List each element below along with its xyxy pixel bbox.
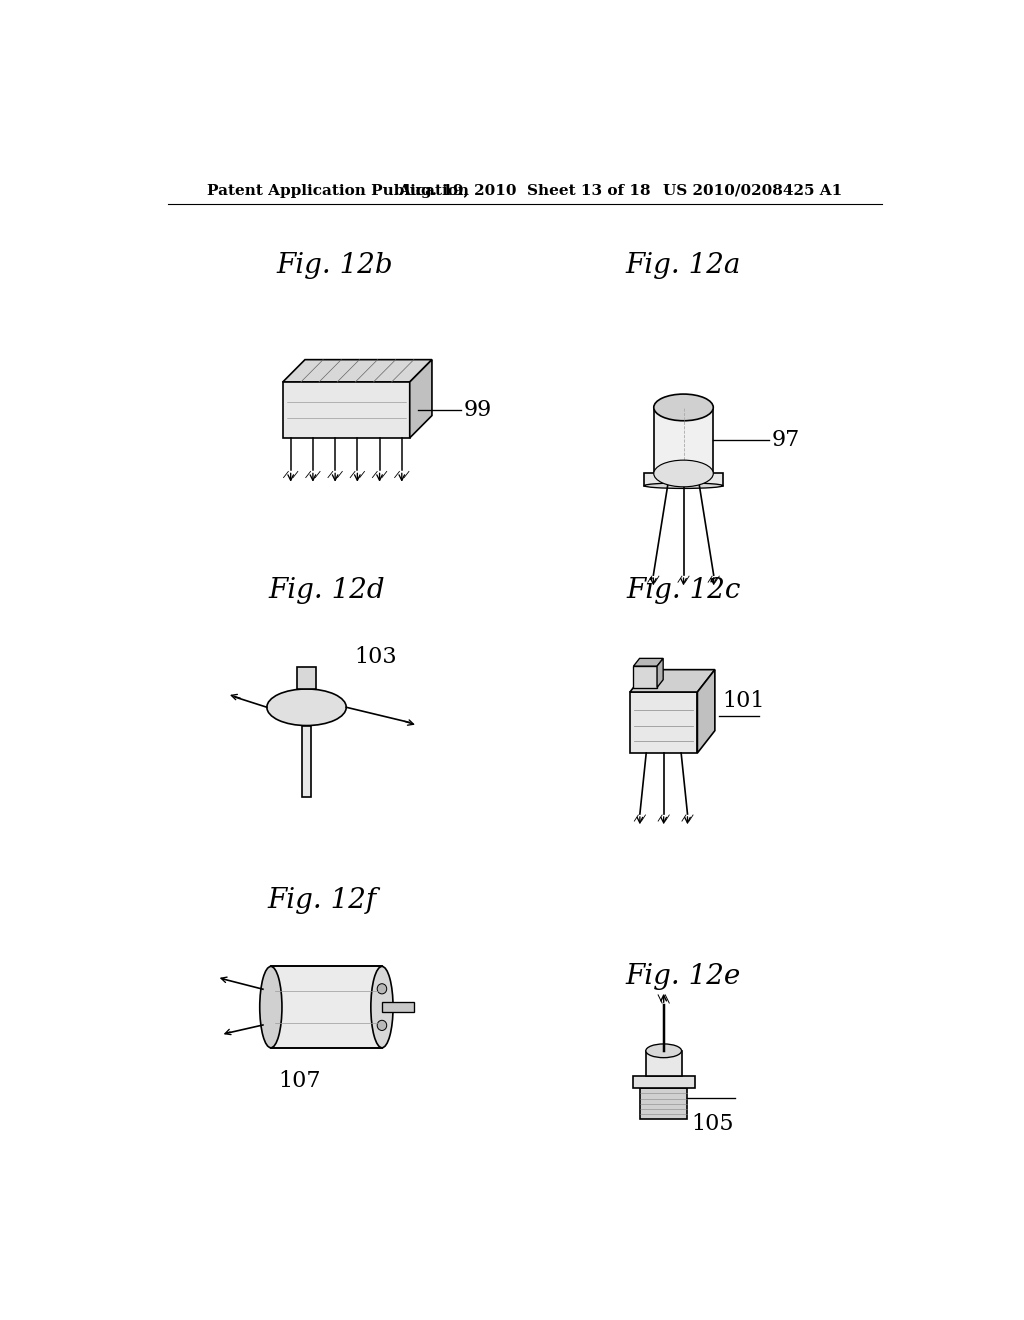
Text: Aug. 19, 2010  Sheet 13 of 18: Aug. 19, 2010 Sheet 13 of 18 — [398, 183, 651, 198]
Polygon shape — [283, 381, 410, 438]
Ellipse shape — [260, 966, 282, 1048]
FancyBboxPatch shape — [302, 726, 311, 797]
Polygon shape — [697, 669, 715, 752]
Ellipse shape — [646, 1044, 682, 1057]
Text: Fig. 12d: Fig. 12d — [268, 577, 385, 603]
Ellipse shape — [644, 483, 723, 488]
Text: Fig. 12a: Fig. 12a — [626, 252, 741, 279]
Text: Fig. 12b: Fig. 12b — [276, 252, 392, 279]
FancyBboxPatch shape — [270, 966, 382, 1048]
FancyBboxPatch shape — [633, 1076, 694, 1089]
Text: Fig. 12e: Fig. 12e — [626, 964, 741, 990]
Text: 99: 99 — [464, 399, 492, 421]
Text: 107: 107 — [279, 1071, 322, 1092]
Text: Fig. 12f: Fig. 12f — [268, 887, 377, 913]
Ellipse shape — [653, 461, 714, 487]
Text: 101: 101 — [723, 690, 765, 713]
Text: Patent Application Publication: Patent Application Publication — [207, 183, 469, 198]
Polygon shape — [634, 667, 657, 688]
FancyBboxPatch shape — [297, 667, 316, 689]
Ellipse shape — [267, 689, 346, 726]
FancyBboxPatch shape — [644, 474, 723, 486]
Text: 103: 103 — [354, 647, 397, 668]
Text: US 2010/0208425 A1: US 2010/0208425 A1 — [663, 183, 842, 198]
Polygon shape — [634, 659, 664, 667]
Polygon shape — [410, 359, 432, 438]
Ellipse shape — [653, 395, 714, 421]
Ellipse shape — [377, 1020, 387, 1031]
Ellipse shape — [371, 966, 393, 1048]
Polygon shape — [630, 692, 697, 752]
FancyBboxPatch shape — [653, 408, 714, 474]
Text: Fig. 12c: Fig. 12c — [627, 577, 740, 603]
FancyBboxPatch shape — [646, 1051, 682, 1076]
Ellipse shape — [377, 983, 387, 994]
Polygon shape — [630, 669, 715, 692]
FancyBboxPatch shape — [640, 1089, 687, 1119]
FancyBboxPatch shape — [382, 1002, 414, 1012]
Text: 97: 97 — [771, 429, 800, 451]
Text: 105: 105 — [691, 1113, 734, 1135]
Polygon shape — [283, 359, 432, 381]
Polygon shape — [657, 659, 664, 688]
